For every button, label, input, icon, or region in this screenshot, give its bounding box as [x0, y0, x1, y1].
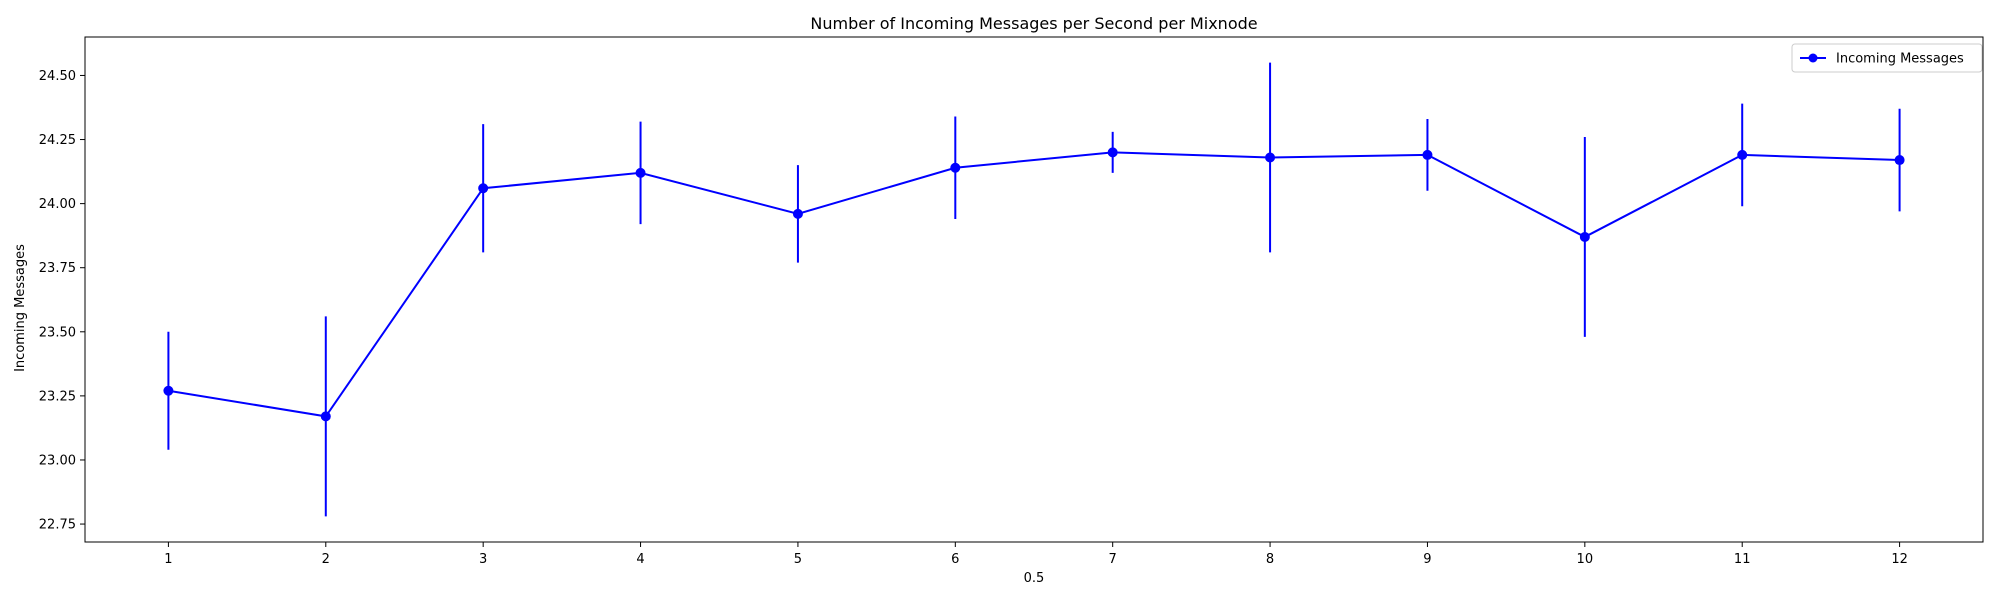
- data-point: [320, 411, 331, 422]
- x-tick-label: 2: [322, 552, 330, 567]
- data-point: [1107, 147, 1118, 158]
- data-point: [635, 167, 646, 178]
- legend-label: Incoming Messages: [1836, 52, 1964, 67]
- data-point: [792, 208, 803, 219]
- x-tick-label: 1: [164, 552, 172, 567]
- chart-title: Number of Incoming Messages per Second p…: [810, 14, 1257, 33]
- data-point: [478, 183, 489, 194]
- y-axis-label: Incoming Messages: [13, 244, 28, 372]
- data-point: [1579, 231, 1590, 242]
- data-point: [950, 162, 961, 173]
- x-tick-label: 12: [1891, 552, 1908, 567]
- x-axis-label: 0.5: [1024, 571, 1045, 586]
- x-tick-label: 8: [1266, 552, 1274, 567]
- data-point: [1737, 149, 1748, 160]
- legend: Incoming Messages: [1791, 43, 1983, 73]
- x-tick-label: 4: [636, 552, 644, 567]
- x-tick-label: 10: [1577, 552, 1594, 567]
- axes-layer: 1 2 3 4 5 6 7 8 9 10 11 1222.7523.0023.2523.5023.75…: [39, 36, 1984, 567]
- legend-marker-swatch: [1808, 53, 1818, 63]
- x-tick-label: 7: [1109, 552, 1117, 567]
- data-point: [1265, 152, 1276, 163]
- data-point: [1422, 149, 1433, 160]
- x-tick-label: 5: [794, 552, 802, 567]
- y-tick-label: 24.50: [39, 69, 76, 84]
- series-layer: [163, 147, 1905, 422]
- legend-box: [1791, 43, 1983, 73]
- y-tick-label: 22.75: [39, 518, 76, 533]
- x-tick-label: 6: [951, 552, 959, 567]
- data-point: [163, 385, 174, 396]
- data-point: [1894, 155, 1905, 166]
- y-tick-label: 24.25: [39, 133, 76, 148]
- y-tick-label: 24.00: [39, 197, 76, 212]
- x-tick-label: 3: [479, 552, 487, 567]
- x-tick-label: 11: [1734, 552, 1751, 567]
- error-bars: [167, 62, 1901, 517]
- y-tick-label: 23.75: [39, 261, 76, 276]
- x-tick-label: 9: [1423, 552, 1431, 567]
- y-tick-label: 23.50: [39, 325, 76, 340]
- y-tick-label: 23.00: [39, 453, 76, 468]
- series-line: [168, 151, 1900, 418]
- y-tick-label: 23.25: [39, 389, 76, 404]
- plot-frame: [84, 36, 1984, 543]
